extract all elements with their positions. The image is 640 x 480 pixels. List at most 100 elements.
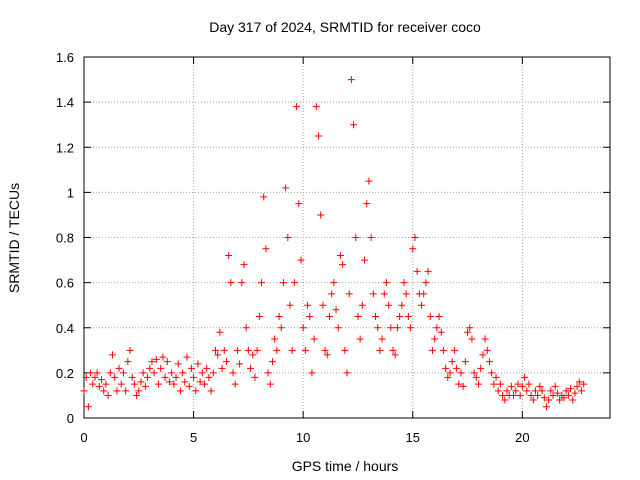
data-point [315,132,323,140]
data-point [569,396,577,404]
data-point [411,234,419,241]
data-point [529,396,537,404]
data-point [382,279,390,287]
data-point [323,351,331,359]
data-point [330,279,338,287]
x-tick-label: 15 [406,430,420,445]
data-point [161,373,169,381]
data-point [521,373,529,381]
data-point [319,301,327,309]
data-point [192,387,200,395]
data-point [534,391,542,399]
data-point [448,358,456,366]
data-point [378,335,386,343]
data-point [306,312,314,320]
data-point [455,380,463,388]
x-tick-label: 0 [80,430,87,445]
data-point [312,103,320,111]
data-point [304,301,312,309]
data-point [207,387,215,395]
data-point [165,378,173,386]
data-point [119,369,127,377]
data-point [380,290,388,298]
data-point [389,346,397,354]
data-point [496,380,504,388]
data-point [113,387,121,395]
data-point [152,355,160,363]
data-point [155,380,163,388]
data-point [157,364,165,372]
data-point [93,369,101,377]
data-points [80,76,588,411]
data-point [571,389,579,397]
data-point [89,380,97,388]
data-point [507,382,515,390]
data-point [212,346,219,354]
data-point [95,382,103,390]
data-point [485,358,493,366]
data-point [317,211,325,219]
data-point [220,346,228,354]
data-point [203,364,211,372]
data-point [472,373,480,381]
data-point [117,380,125,388]
data-point [444,373,452,381]
data-point [144,373,152,381]
data-point [172,373,180,381]
data-point [431,335,439,343]
data-point [525,380,533,388]
data-point [564,391,572,399]
data-point [336,252,344,260]
chart-title: Day 317 of 2024, SRMTID for receiver coc… [209,19,481,35]
data-point [310,335,318,343]
data-point [398,301,406,309]
data-point [350,121,358,129]
data-point [170,380,178,388]
grid [84,57,610,418]
data-point [233,346,241,354]
data-point [148,358,156,366]
data-point [374,324,382,332]
data-point [102,380,110,388]
data-point [334,324,342,332]
data-point [341,346,349,354]
data-point [468,335,476,343]
data-point [409,245,417,253]
data-point [488,369,496,377]
data-point [371,312,379,320]
data-point [198,369,206,377]
data-point [481,335,489,343]
data-point [258,279,266,287]
data-point [407,324,415,332]
data-point [400,279,408,287]
y-tick-label: 0 [67,411,74,426]
data-point [477,364,485,372]
data-point [396,312,404,320]
data-point [542,403,550,411]
data-point [575,378,583,386]
data-point [106,369,114,377]
data-point [295,200,303,208]
y-tick-label: 0.2 [56,366,74,381]
data-point [404,312,412,320]
data-point [356,335,364,343]
data-point [139,369,147,377]
data-point [227,279,235,287]
y-tick-label: 0.6 [56,276,74,291]
data-point [328,290,336,298]
data-point [286,301,294,309]
data-point [253,346,261,354]
data-point [339,261,347,269]
data-point [562,387,570,395]
data-point [433,324,441,332]
data-point [201,380,209,388]
data-point [128,373,136,381]
data-point [540,394,548,402]
data-point [214,351,222,359]
data-point [459,382,467,390]
data-point [435,312,443,320]
data-point [352,234,360,241]
data-point [446,369,454,377]
data-point [553,389,561,397]
